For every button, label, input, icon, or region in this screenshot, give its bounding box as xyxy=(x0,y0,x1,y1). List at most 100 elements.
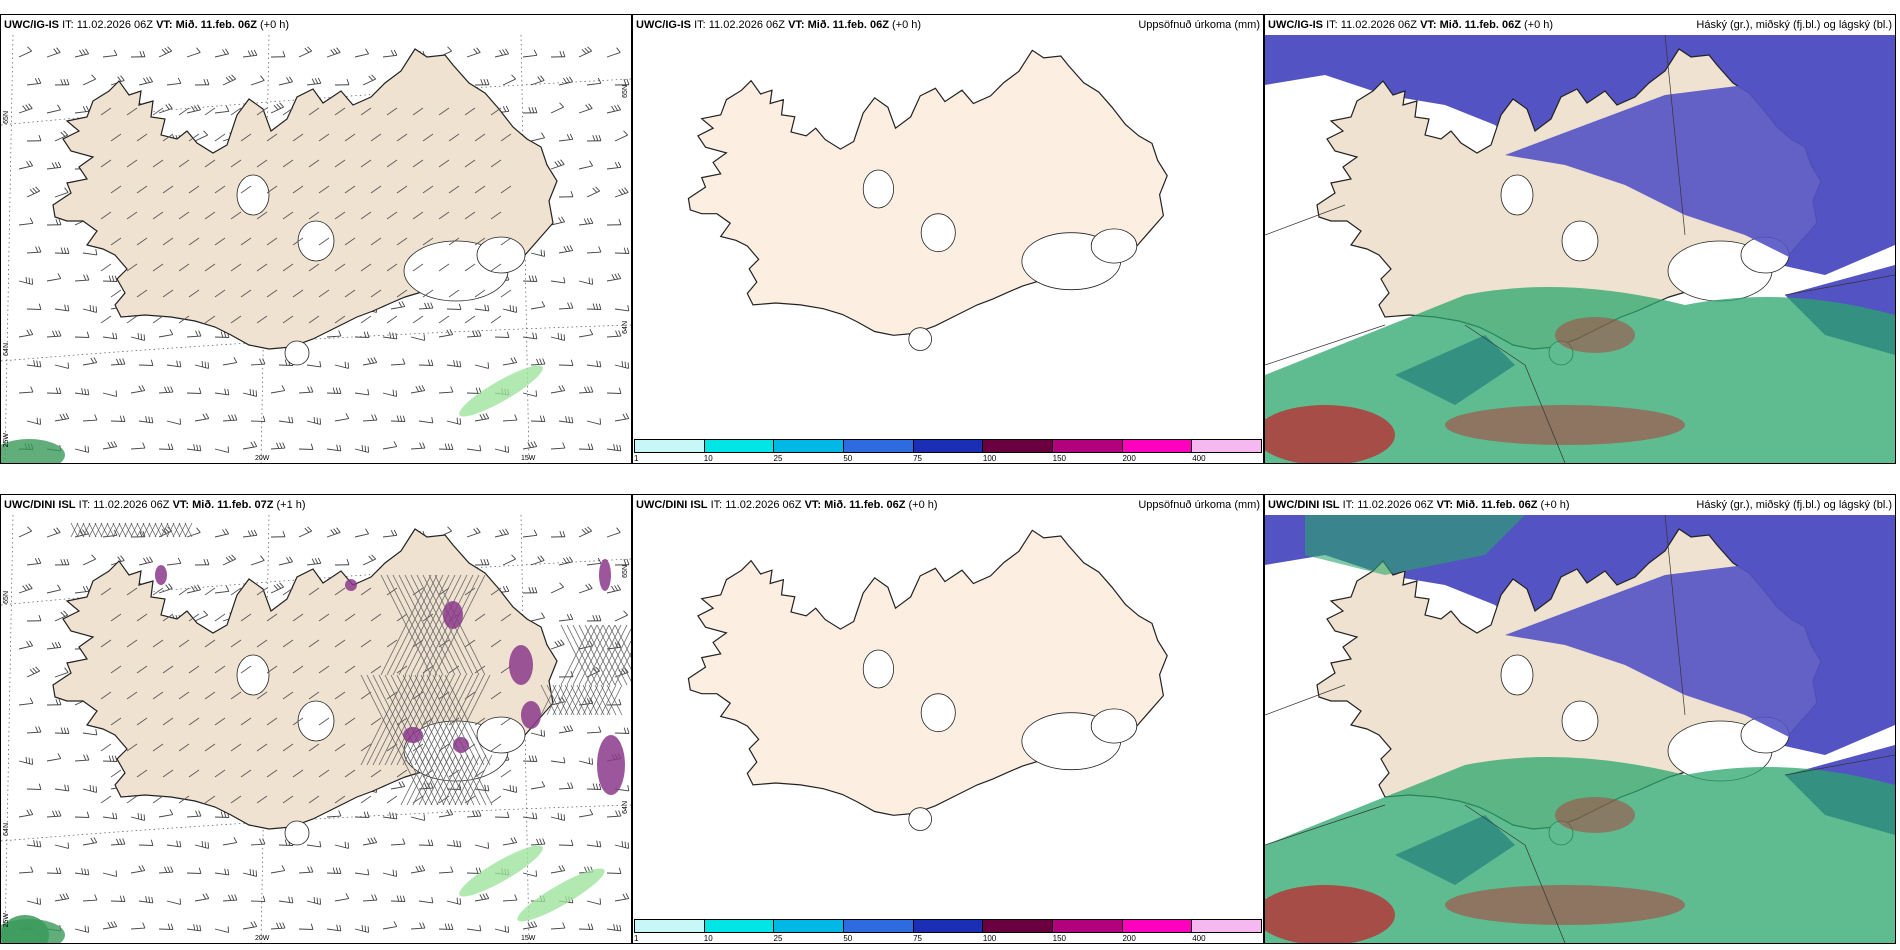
colorbar-cell xyxy=(1053,439,1123,453)
wind-barb-feather xyxy=(596,840,599,847)
lat-label-64n: 64N xyxy=(3,823,10,836)
wind-barb-feather xyxy=(165,584,170,590)
wind-barb xyxy=(550,221,565,226)
land-wind-barb xyxy=(474,613,486,622)
land-wind-barb xyxy=(100,315,112,324)
land-wind-barb xyxy=(334,587,346,596)
wind-barb-feather xyxy=(231,894,235,901)
wind-barb-feather xyxy=(531,755,535,762)
land-wind-barb xyxy=(266,613,278,622)
wind-barb xyxy=(606,928,621,932)
wind-barb-feather xyxy=(81,388,84,395)
wind-barb-feather xyxy=(486,558,490,565)
region-borders xyxy=(1265,35,1895,463)
high-cloud-over-land xyxy=(1505,85,1895,265)
wind-barb-feather xyxy=(569,245,574,251)
wind-barb xyxy=(270,390,285,394)
wind-barb xyxy=(214,392,229,396)
land-wind-barb xyxy=(230,159,242,168)
land-wind-barb xyxy=(422,185,434,194)
wind-barb xyxy=(382,534,397,538)
wind-barb xyxy=(46,52,61,58)
land-wind-barb xyxy=(214,717,226,726)
hatch-line xyxy=(564,684,581,716)
wind-barb-feather xyxy=(62,413,67,420)
wind-barb-feather xyxy=(569,133,574,140)
land-wind-barb xyxy=(282,315,294,324)
wind-barb-feather xyxy=(557,812,560,819)
wind-barb-feather xyxy=(479,414,484,420)
wind-barb-feather xyxy=(83,274,87,281)
wind-barb-feather xyxy=(276,583,282,589)
land-wind-barb xyxy=(282,639,294,648)
wind-barb-feather xyxy=(57,584,62,591)
wind-barb-feather xyxy=(140,333,143,340)
land-wind-barb xyxy=(438,107,450,116)
land-wind-barb xyxy=(360,107,372,116)
wind-barb-feather xyxy=(252,389,255,396)
wind-barb-feather xyxy=(119,358,123,365)
wind-barb-feather xyxy=(591,278,594,285)
land-wind-barb xyxy=(152,587,164,596)
wind-barb-feather xyxy=(38,303,42,310)
wind-barb-feather xyxy=(161,49,167,54)
wind-barb-feather xyxy=(458,303,462,310)
wind-barb xyxy=(614,418,629,422)
wind-barb-feather xyxy=(627,784,630,792)
wind-barb-feather xyxy=(514,414,518,421)
wind-barb-feather xyxy=(319,840,322,848)
wind-barb-feather xyxy=(316,897,319,904)
wind-barb-feather xyxy=(286,77,291,83)
wind-barb-feather xyxy=(625,893,630,899)
land-wind-barb xyxy=(308,315,320,324)
land-wind-barb xyxy=(188,613,200,622)
wind-barb-feather xyxy=(202,413,207,420)
land-wind-barb xyxy=(204,795,216,804)
wind-barb-feather xyxy=(415,866,420,872)
wind-barb-feather xyxy=(143,557,148,564)
land-wind-barb xyxy=(282,587,294,596)
wind-barb-feather xyxy=(31,758,34,765)
wind-barb-feather xyxy=(344,361,347,368)
wind-barb xyxy=(502,842,517,846)
wind-barb-feather xyxy=(487,304,490,312)
wind-barb xyxy=(166,364,181,368)
land-wind-barb xyxy=(110,185,122,194)
wind-barb-feather xyxy=(374,894,378,901)
wind-barb-feather xyxy=(535,870,538,877)
wind-barb-feather xyxy=(537,556,542,562)
wind-barb-feather xyxy=(542,415,546,422)
wind-barb-feather xyxy=(85,48,90,55)
wind-barb-feather xyxy=(113,49,118,56)
wind-barb-feather xyxy=(93,837,98,843)
wind-barb-feather xyxy=(65,413,70,419)
wind-barb xyxy=(334,898,349,902)
wind-barb-feather xyxy=(592,615,596,622)
wind-barb-feather xyxy=(145,416,148,423)
wind-barb-feather xyxy=(225,557,231,562)
precip-patch xyxy=(459,365,543,417)
wind-barb-feather xyxy=(310,443,314,450)
land-wind-barb xyxy=(240,237,252,246)
land-wind-barb xyxy=(178,211,190,220)
wind-barb xyxy=(138,900,153,904)
wind-barb-feather xyxy=(595,783,599,790)
wind-barb xyxy=(550,644,565,650)
wind-barb-feather xyxy=(565,416,568,423)
wind-barb xyxy=(82,842,97,846)
wind-barb xyxy=(82,78,96,86)
panel-header: UWC/IG-IS IT: 11.02.2026 06Z VT: Mið. 11… xyxy=(633,15,1263,35)
hatch-line xyxy=(130,522,139,538)
wind-barb-feather xyxy=(540,729,543,736)
colorbar-cell xyxy=(1122,439,1193,453)
wind-barb xyxy=(530,786,545,790)
wind-barb-feather xyxy=(486,78,490,85)
wind-barb-feather xyxy=(624,187,629,193)
wind-barb-feather xyxy=(502,49,507,55)
wind-barb-feather xyxy=(368,555,374,561)
lat-label-65n-right: 65N xyxy=(622,565,629,578)
wind-barb-feather xyxy=(560,159,565,165)
hatch-line xyxy=(70,522,79,538)
land-wind-barb xyxy=(188,185,200,194)
wind-barb-feather xyxy=(317,557,322,564)
